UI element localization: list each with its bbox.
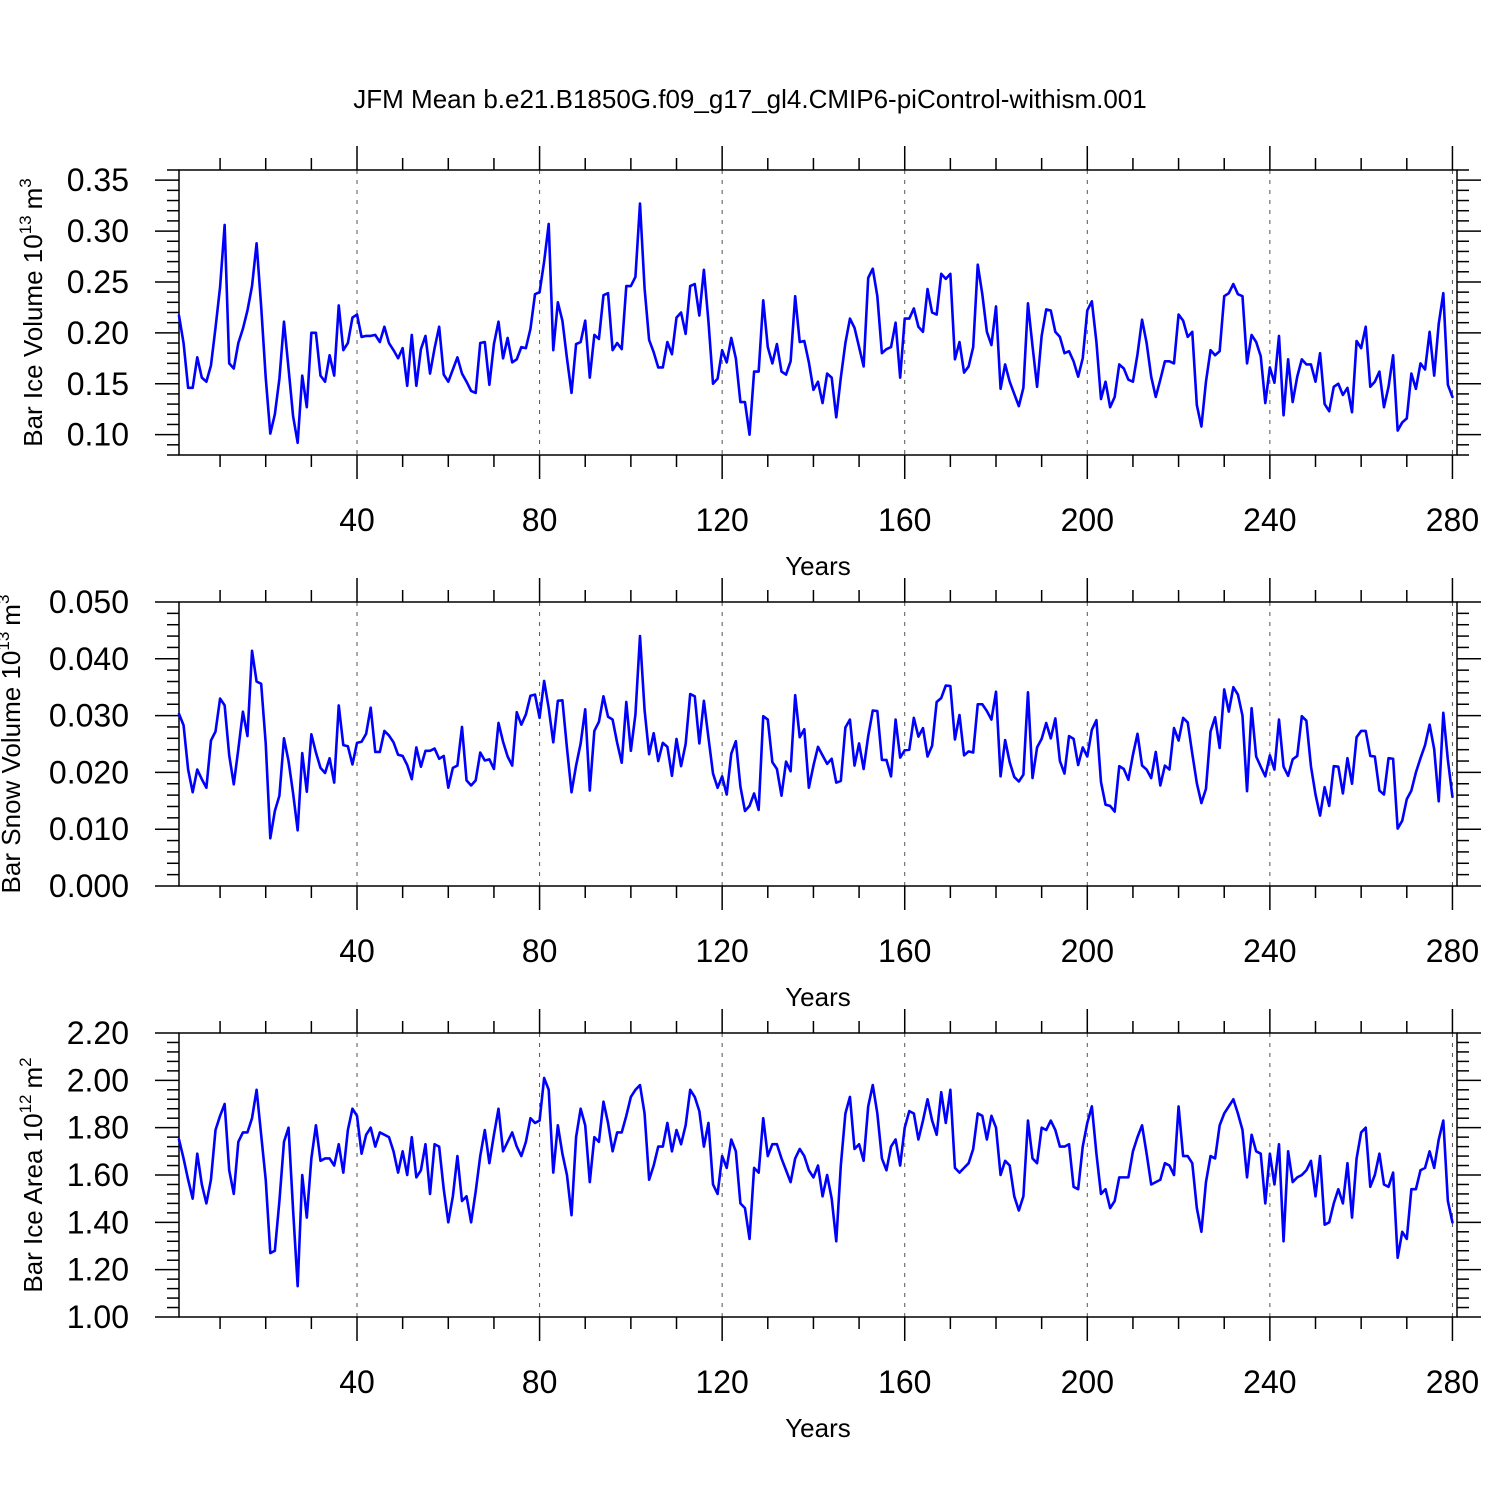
y-axis-title-exponent: 12 [16,1094,35,1113]
x-tick-label: 200 [1061,1364,1114,1400]
x-tick-label: 240 [1243,502,1296,538]
y-tick-label: 0.30 [67,213,129,249]
y-tick-label: 0.10 [67,417,129,453]
series-line [177,634,1454,840]
x-tick-label: 240 [1243,933,1296,969]
x-tick-label: 240 [1243,1364,1296,1400]
y-axis-title-unit-exponent: 3 [0,595,13,604]
y-axis-title-unit: m [18,188,48,210]
y-tick-label: 1.80 [67,1110,129,1146]
x-tick-label: 160 [878,502,931,538]
y-tick-label: 0.15 [67,366,129,402]
y-axis-title: Bar Ice Volume 1013 m3 [16,178,48,447]
chart-title: JFM Mean b.e21.B1850G.f09_g17_gl4.CMIP6-… [353,84,1146,114]
x-tick-label: 40 [339,933,375,969]
x-tick-label: 40 [339,1364,375,1400]
plot-frame [178,601,1458,887]
x-tick-label: 160 [878,1364,931,1400]
y-tick-label: 0.010 [49,811,129,847]
y-tick-label: 1.20 [67,1252,129,1288]
y-tick-label: 0.020 [49,754,129,790]
x-tick-label: 80 [522,1364,558,1400]
y-tick-label: 1.40 [67,1204,129,1240]
series-line [177,1076,1454,1288]
y-tick-label: 0.20 [67,315,129,351]
x-axis-title: Years [785,982,851,1012]
x-tick-label: 80 [522,502,558,538]
y-axis-title-text: Bar Ice Volume 10 [18,234,48,446]
y-tick-label: 0.040 [49,641,129,677]
y-tick-label: 2.00 [67,1062,129,1098]
x-tick-label: 80 [522,933,558,969]
y-tick-label: 0.030 [49,698,129,734]
y-tick-label: 1.60 [67,1157,129,1193]
y-tick-label: 0.25 [67,264,129,300]
x-tick-label: 120 [695,1364,748,1400]
x-tick-label: 280 [1426,1364,1479,1400]
y-axis-title: Bar Snow Volume 1013 m3 [0,595,26,894]
x-tick-label: 200 [1061,502,1114,538]
y-tick-label: 0.050 [49,584,129,620]
y-axis-title-unit: m [0,604,26,626]
x-tick-label: 40 [339,502,375,538]
x-tick-label: 160 [878,933,931,969]
y-axis-title-exponent: 13 [0,632,13,651]
y-axis-title-text: Bar Ice Area 10 [18,1113,48,1292]
series-line [177,202,1454,445]
x-axis-title: Years [785,551,851,581]
y-axis-title-text: Bar Snow Volume 10 [0,651,26,894]
panel-1: 40 80 120 160 200 240 280 Years 0.10 0.15 0.20 0.25… [16,146,1481,581]
y-tick-label: 0.000 [49,868,129,904]
y-axis-title-unit-exponent: 3 [16,178,35,187]
y-tick-label: 0.35 [67,162,129,198]
y-tick-label: 2.20 [67,1015,129,1051]
x-tick-label: 280 [1426,933,1479,969]
y-tick-label: 1.00 [67,1299,129,1335]
x-tick-label: 120 [695,502,748,538]
y-axis-title-unit: m [18,1067,48,1089]
y-axis-title: Bar Ice Area 1012 m2 [16,1057,48,1292]
y-axis-title-unit-exponent: 2 [16,1057,35,1066]
panel-3: 40 80 120 160 200 240 280 Years 1.00 1.20 1.40 1.60… [16,1009,1481,1443]
panel-2: 40 80 120 160 200 240 280 Years 0.000 0.010 0.020 0… [0,578,1481,1012]
x-axis-title: Years [785,1413,851,1443]
y-axis-title-exponent: 13 [16,215,35,234]
x-tick-label: 280 [1426,502,1479,538]
x-tick-label: 120 [695,933,748,969]
x-tick-label: 200 [1061,933,1114,969]
